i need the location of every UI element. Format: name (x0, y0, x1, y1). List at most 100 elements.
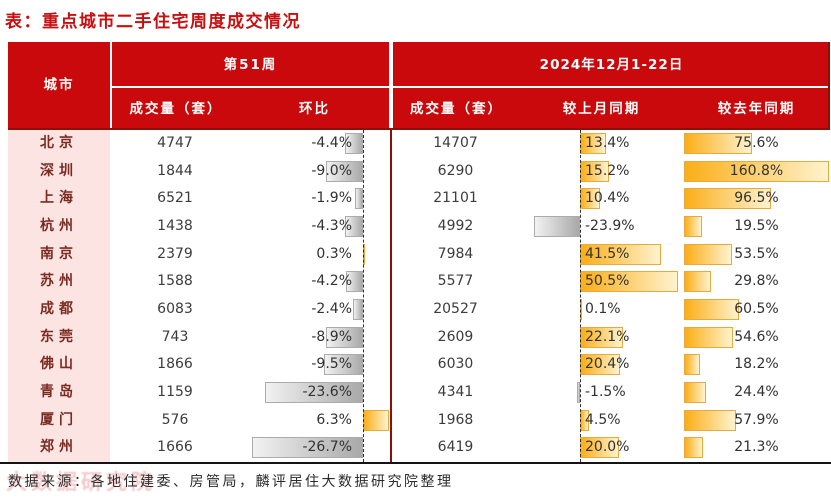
week-volume-cell: 1438 (110, 213, 240, 241)
week-volume-value: 1438 (157, 217, 193, 234)
month-volume-cell: 7984 (391, 241, 520, 269)
yoy-cell: 60.5% (683, 296, 830, 324)
week-ring-cell: -4.3% (240, 213, 391, 241)
month-volume-value: 14707 (433, 135, 478, 151)
month-volume-value: 20527 (433, 300, 478, 317)
mom-cell: 41.5% (520, 241, 683, 269)
yoy-cell: 24.4% (683, 379, 830, 407)
city-cell: 上海 (8, 185, 110, 213)
week-ring-value: -9.5% (311, 356, 352, 373)
table-title: 表：重点城市二手住宅周度成交情况 (5, 12, 301, 32)
yoy-bar (684, 354, 701, 376)
week-ring-cell: -23.6% (240, 379, 391, 407)
month-volume-cell: 5577 (391, 268, 520, 296)
week-ring-bar (345, 215, 363, 237)
week-volume-cell: 1866 (110, 351, 240, 379)
mom-value: -23.9% (585, 217, 635, 234)
city-name: 成都 (40, 300, 78, 317)
yoy-cell: 19.5% (683, 213, 830, 241)
month-volume-value: 5577 (437, 273, 474, 290)
yoy-bar (684, 381, 706, 403)
week-ring-value: -26.7% (302, 439, 352, 456)
yoy-value: 19.5% (734, 217, 779, 234)
mom-value: 4.5% (585, 411, 621, 428)
week-volume-value: 6521 (157, 190, 193, 207)
month-volume-cell: 6030 (391, 351, 520, 379)
week-ring-bar (325, 160, 363, 182)
header-week-ring: 环比 (299, 101, 330, 117)
mom-value: 50.5% (585, 273, 630, 290)
data-source-note: 数据来源：各地住建委、房管局，麟评居住大数据研究院整理 (8, 474, 454, 490)
city-name: 南京 (40, 245, 78, 262)
city-cell: 苏州 (8, 268, 110, 296)
city-name: 上海 (40, 190, 78, 207)
mom-cell: 20.4% (520, 351, 683, 379)
table-row: 东莞 743 -8.9% 2609 22.1% 54.6% (8, 323, 830, 352)
yoy-value: 18.2% (734, 356, 779, 373)
ring-zero-axis (363, 130, 364, 462)
city-name: 厦门 (40, 411, 78, 428)
month-volume-cell: 6290 (391, 158, 520, 186)
month-volume-value: 4341 (437, 383, 474, 400)
mom-cell: -23.9% (520, 213, 683, 241)
mom-zero-axis (580, 130, 581, 462)
week-ring-cell: 0.3% (240, 241, 391, 269)
mom-value: 0.1% (585, 300, 621, 317)
table-row: 深圳 1844 -9.0% 6290 15.2% 160.8% (8, 157, 830, 186)
table-row: 杭州 1438 -4.3% 4992 -23.9% 19.5% (8, 212, 830, 241)
mom-value: 10.4% (585, 190, 630, 207)
month-volume-cell: 4341 (391, 379, 520, 407)
week-ring-value: -4.4% (311, 135, 352, 151)
table-row: 上海 6521 -1.9% 21101 10.4% 96.5% (8, 185, 830, 213)
yoy-value: 75.6% (734, 135, 779, 151)
week-ring-value: -23.6% (302, 383, 352, 400)
mom-cell: 20.0% (520, 434, 683, 462)
week-volume-cell: 6521 (110, 185, 240, 213)
week-volume-value: 1159 (157, 383, 193, 400)
table-row: 成都 6083 -2.4% 20527 0.1% 60.5% (8, 295, 830, 324)
week-ring-cell: -4.4% (240, 130, 391, 158)
mom-cell: 4.5% (520, 407, 683, 435)
table-row: 青岛 1159 -23.6% 4341 -1.5% 24.4% (8, 378, 830, 407)
city-cell: 南京 (8, 240, 110, 269)
mom-value: -1.5% (585, 383, 626, 400)
mom-cell: 50.5% (520, 268, 683, 296)
month-volume-value: 1968 (437, 411, 474, 428)
city-cell: 东莞 (8, 323, 110, 352)
month-volume-value: 4992 (437, 217, 474, 234)
table-row: 郑州 1666 -26.7% 6419 20.0% 21.3% (8, 434, 830, 462)
week-ring-bar (326, 326, 363, 348)
table-rows: 北京 4747 -4.4% 14707 13.4% 75.6% 深圳 1844 -9.0% 629… (8, 130, 830, 462)
week-volume-cell: 576 (110, 407, 240, 435)
week-volume-cell: 1844 (110, 158, 240, 186)
week-volume-value: 1588 (157, 273, 193, 290)
yoy-cell: 53.5% (683, 241, 830, 269)
week-volume-cell: 4747 (110, 130, 240, 158)
yoy-value: 160.8% (729, 162, 784, 179)
month-volume-cell: 14707 (391, 130, 520, 158)
mom-cell: 15.2% (520, 158, 683, 186)
city-name: 佛山 (40, 356, 78, 373)
watermark: 大数据研究院 (6, 470, 156, 494)
header-right-rule (828, 42, 830, 130)
mom-cell: 10.4% (520, 185, 683, 213)
mom-bar (577, 381, 580, 403)
week-ring-cell: -9.5% (240, 351, 391, 379)
table-row: 南京 2379 0.3% 7984 41.5% 53.5% (8, 240, 830, 269)
month-volume-cell: 6419 (391, 434, 520, 462)
yoy-bar (684, 243, 733, 265)
week-ring-cell: -26.7% (240, 434, 391, 462)
mom-cell: 22.1% (520, 324, 683, 352)
mom-value: 15.2% (585, 162, 630, 179)
city-cell: 北京 (8, 130, 110, 158)
week-volume-value: 1844 (157, 162, 193, 179)
panel-divider-rule (390, 130, 392, 462)
yoy-value: 24.4% (734, 383, 779, 400)
yoy-cell: 18.2% (683, 351, 830, 379)
yoy-value: 53.5% (734, 245, 779, 262)
week-volume-value: 576 (161, 411, 189, 428)
month-volume-value: 6030 (437, 356, 474, 373)
header-week-subrow: 成交量（套） 环比 (112, 88, 389, 128)
week-volume-cell: 1666 (110, 434, 240, 462)
week-ring-cell: -1.9% (240, 185, 391, 213)
